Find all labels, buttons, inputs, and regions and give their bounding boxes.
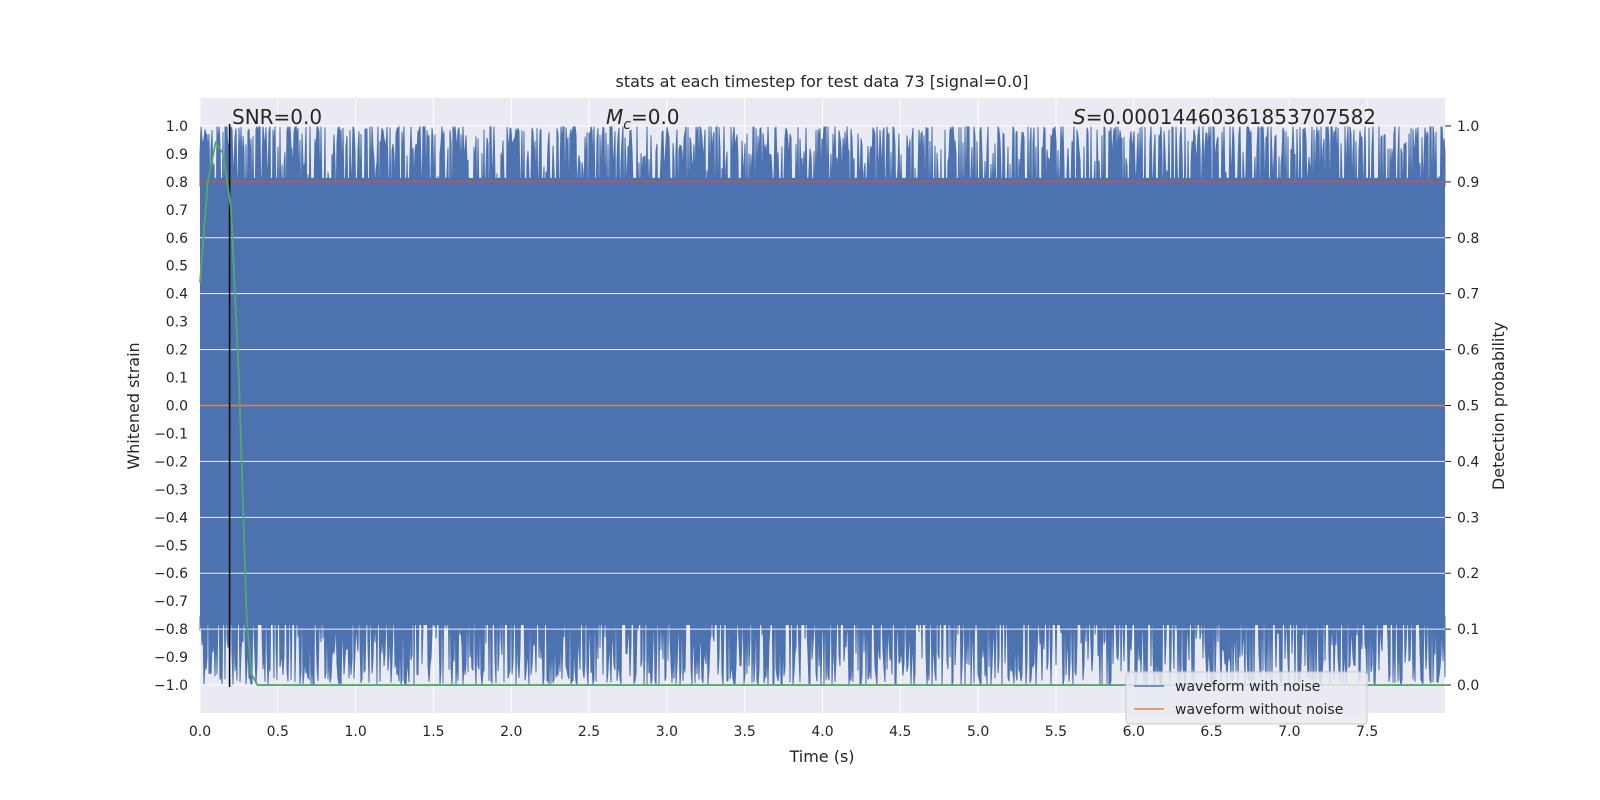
y2-tick-label: 0.4 — [1457, 454, 1479, 470]
x-tick-label: 6.5 — [1200, 724, 1222, 740]
y-tick-label: −0.3 — [154, 482, 188, 498]
chart-title: stats at each timestep for test data 73 … — [616, 72, 1029, 91]
detection-probability-line — [199, 140, 1445, 686]
legend: waveform with noise waveform without noi… — [1125, 671, 1368, 725]
y-tick-label: −0.8 — [154, 622, 188, 638]
x-tick-label: 1.5 — [422, 724, 444, 740]
y-tick-labels: 1.0 0.9 0.8 0.7 0.6 0.5 0.4 0.3 0.2 0.1 0.0 −0.1 −0.… — [154, 119, 188, 694]
s-annotation: S=0.00014460361853707582 — [1073, 105, 1376, 129]
y-tick-label: 1.0 — [166, 119, 188, 135]
x-tick-label: 3.5 — [734, 724, 756, 740]
y2-tick-label: 0.7 — [1457, 287, 1479, 303]
y-axis-label: Whitened strain — [124, 342, 143, 469]
y-tick-label: 0.1 — [166, 371, 188, 387]
y2-tick-label: 0.6 — [1457, 343, 1479, 359]
y2-tick-label: 0.9 — [1457, 175, 1479, 191]
y-tick-label: 0.0 — [166, 399, 188, 415]
x-tick-label: 5.0 — [967, 724, 989, 740]
chirp-mass-subscript: c — [623, 117, 631, 133]
y-tick-label: −0.2 — [154, 454, 188, 470]
snr-annotation: SNR=0.0 — [232, 105, 322, 129]
x-tick-label: 6.0 — [1123, 724, 1145, 740]
noise-waveform — [199, 124, 1446, 687]
y-tick-label: −0.4 — [154, 510, 188, 526]
x-tick-label: 1.0 — [344, 724, 366, 740]
y-tick-label: 0.5 — [166, 259, 188, 275]
legend-box — [1125, 671, 1368, 725]
x-tick-label: 7.0 — [1278, 724, 1300, 740]
y2-tick-label: 0.2 — [1457, 566, 1479, 582]
s-value: =0.00014460361853707582 — [1086, 105, 1376, 129]
y-tick-label: −0.6 — [154, 566, 188, 582]
y-tick-label: 0.9 — [166, 147, 188, 163]
x-tick-label: 7.5 — [1356, 724, 1378, 740]
y-tick-label: 0.7 — [166, 203, 188, 219]
y-tick-label: −1.0 — [154, 678, 188, 694]
chirp-mass-symbol: M — [606, 105, 623, 129]
x-tick-label: 4.0 — [811, 724, 833, 740]
chirp-mass-value: =0.0 — [631, 105, 680, 129]
y2-tick-label: 0.8 — [1457, 231, 1479, 247]
y2-tick-label: 0.5 — [1457, 399, 1479, 415]
s-symbol: S — [1073, 105, 1086, 129]
noise-waveform-core — [200, 177, 1445, 626]
x-tick-label: 3.0 — [656, 724, 678, 740]
y2-tick-label: 0.1 — [1457, 622, 1479, 638]
y2-axis-label: Detection probability — [1489, 322, 1508, 490]
chirp-mass-annotation: Mc=0.0 — [606, 105, 680, 133]
x-tick-label: 0.0 — [189, 724, 211, 740]
y-tick-label: 0.3 — [166, 315, 188, 331]
y-tick-label: 0.4 — [166, 287, 188, 303]
y2-tick-label: 1.0 — [1457, 119, 1479, 135]
y-tick-label: −0.9 — [154, 650, 188, 666]
x-tick-label: 2.5 — [578, 724, 600, 740]
y2-tick-label: 0.3 — [1457, 510, 1479, 526]
series-lines — [199, 123, 1445, 688]
legend-label-clean: waveform without noise — [1175, 702, 1343, 718]
y2-tick-label: 0.0 — [1457, 678, 1479, 694]
y2-tick-labels: 1.0 0.9 0.8 0.7 0.6 0.5 0.4 0.3 0.2 0.1 0.0 — [1445, 119, 1479, 694]
y-tick-label: −0.7 — [154, 594, 188, 610]
y-tick-label: 0.2 — [166, 343, 188, 359]
legend-label-noise: waveform with noise — [1175, 679, 1320, 695]
y-tick-label: 0.8 — [166, 175, 188, 191]
x-tick-label: 4.5 — [889, 724, 911, 740]
y-tick-label: −0.5 — [154, 538, 188, 554]
y-tick-label: −0.1 — [154, 426, 188, 442]
x-axis-label: Time (s) — [788, 747, 854, 766]
x-tick-labels: 0.0 0.5 1.0 1.5 2.0 2.5 3.0 3.5 4.0 4.5 5.0 5.5 6.0 6… — [189, 724, 1378, 740]
y-tick-label: 0.6 — [166, 231, 188, 247]
x-tick-label: 2.0 — [500, 724, 522, 740]
x-tick-label: 5.5 — [1045, 724, 1067, 740]
x-tick-label: 0.5 — [267, 724, 289, 740]
